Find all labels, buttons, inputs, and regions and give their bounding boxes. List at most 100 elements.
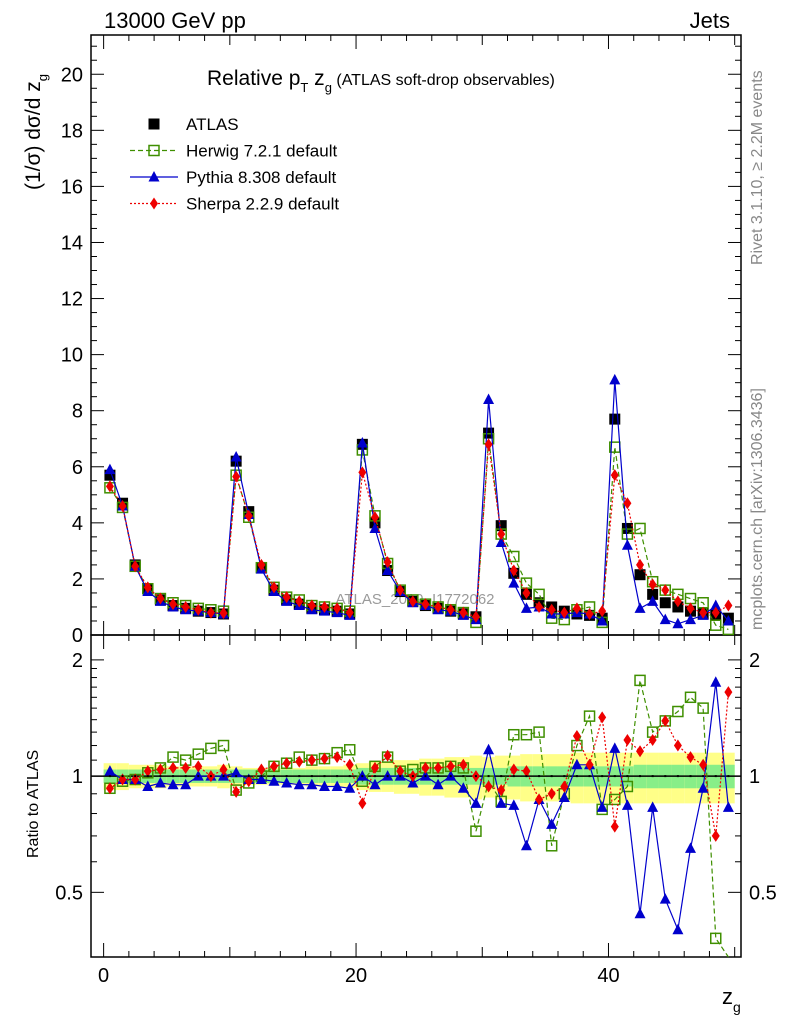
main-pythia-point — [659, 613, 671, 625]
ratio-pythia-point — [596, 801, 608, 812]
ratio-sherpa-point — [623, 734, 632, 747]
main-y-tick-label: 18 — [61, 120, 83, 142]
ratio-sherpa-point — [118, 773, 127, 786]
ratio-y-tick-label: 0.5 — [55, 882, 83, 904]
main-y-tick-label: 2 — [72, 569, 83, 591]
ratio-pythia-point — [255, 773, 267, 784]
main-y-tick-label: 20 — [61, 64, 83, 86]
ratio-sherpa-point — [156, 763, 165, 776]
main-sherpa-point — [396, 584, 405, 597]
mcplots-text: mcplots.cern.ch [arXiv:1306.3436] — [749, 388, 766, 630]
legend-item: ATLAS — [148, 115, 239, 134]
ratio-atlas-point — [197, 775, 200, 778]
ratio-atlas-point — [323, 775, 326, 778]
ratio-pythia-point — [710, 676, 722, 687]
plot-title: Relative pT zg (ATLAS soft-drop observab… — [207, 67, 555, 95]
ratio-sherpa-point — [509, 763, 518, 776]
main-y-tick-label: 12 — [61, 289, 83, 311]
ratio-sherpa-point — [282, 757, 291, 770]
ratio-atlas-point — [336, 775, 339, 778]
ratio-atlas-point — [260, 775, 263, 778]
ratio-atlas-point — [664, 775, 667, 778]
main-sherpa-point — [257, 558, 266, 571]
ratio-series-herwig — [104, 674, 729, 958]
main-y-tick-label: 0 — [72, 625, 83, 647]
ratio-sherpa-point — [598, 711, 607, 724]
main-sherpa-point — [307, 599, 316, 612]
main-sherpa-point — [131, 560, 140, 573]
ratio-pythia-point — [432, 778, 444, 790]
main-sherpa-point — [623, 497, 632, 510]
ratio-pythia-point — [685, 842, 697, 853]
ratio-herwig-point — [533, 726, 545, 738]
ratio-sherpa-point — [648, 734, 657, 747]
ratio-herwig-point — [697, 702, 709, 714]
ratio-sherpa-point — [232, 785, 241, 798]
main-sherpa-point — [471, 610, 480, 623]
ratio-atlas-point — [563, 775, 566, 778]
ratio-pythia-point — [318, 780, 330, 791]
ratio-atlas-point — [209, 775, 212, 778]
main-y-tick-label: 10 — [61, 345, 83, 367]
ratio-sherpa-point — [522, 765, 531, 778]
main-atlas-point — [495, 520, 507, 532]
main-pythia-point — [104, 463, 116, 475]
title-tail: (ATLAS soft-drop observables) — [332, 72, 555, 89]
legend: ATLAS Herwig 7.2.1 default Pythia 8.308 de… — [130, 115, 339, 214]
ratio-y-tick-label: 1 — [72, 766, 83, 788]
ratio-sherpa-point — [497, 784, 506, 797]
ratio-pythia-point — [672, 923, 684, 935]
ratio-pythia-point — [306, 778, 318, 790]
ratio-pythia-point — [230, 766, 242, 778]
ratio-atlas-point — [146, 775, 149, 778]
legend-marker — [148, 171, 160, 182]
main-pythia-point — [672, 617, 684, 629]
main-pythia-point — [382, 564, 394, 576]
main-sherpa-point — [509, 564, 518, 577]
ratio-pythia-point — [571, 758, 583, 770]
main-sherpa-point — [724, 599, 733, 612]
main-pythia-line — [109, 379, 729, 625]
ratio-sherpa-point — [257, 763, 266, 776]
main-sherpa-point — [105, 480, 114, 493]
main-sherpa-point — [522, 586, 531, 599]
main-sherpa-point — [434, 600, 443, 613]
ratio-atlas-point — [235, 775, 238, 778]
main-sherpa-point — [598, 605, 607, 618]
main-pythia-point — [609, 373, 621, 385]
ratio-herwig-point — [545, 840, 558, 852]
main-pythia-point — [647, 595, 659, 606]
ratio-herwig-point — [205, 742, 217, 755]
ratio-atlas-point — [273, 775, 276, 778]
main-y-tick-label: 4 — [72, 513, 83, 535]
main-series — [104, 373, 735, 636]
ratio-atlas-point — [575, 775, 578, 778]
ratio-pythia-point — [483, 743, 495, 755]
ratio-atlas-point — [462, 775, 465, 778]
main-sherpa-point — [421, 598, 430, 611]
ratio-sherpa-point — [699, 758, 708, 771]
ratio-atlas-point — [639, 775, 642, 778]
ratio-atlas-point — [714, 775, 717, 778]
ratio-pythia-point — [407, 776, 419, 788]
ratio-sherpa-point — [295, 755, 304, 768]
header-right: Jets — [690, 8, 730, 33]
main-sherpa-point — [547, 603, 556, 616]
main-pythia-point — [685, 613, 697, 625]
main-sherpa-point — [320, 600, 329, 613]
ratio-herwig-point — [684, 691, 697, 704]
ratio-atlas-point — [512, 775, 515, 778]
main-sherpa-point — [295, 595, 304, 608]
ratio-atlas-point — [247, 775, 250, 778]
main-sherpa-point — [282, 591, 291, 604]
ratio-sherpa-point — [370, 761, 379, 774]
ratio-sherpa-point — [547, 787, 556, 800]
main-series-sherpa — [105, 438, 733, 623]
main-sherpa-point — [446, 603, 455, 616]
ratio-sherpa-point — [446, 760, 455, 773]
main-sherpa-point — [345, 606, 354, 619]
main-herwig-point — [533, 588, 545, 601]
ratio-atlas-point — [172, 775, 175, 778]
ratio-sherpa-point — [194, 760, 203, 773]
ratio-sherpa-point — [181, 761, 190, 774]
